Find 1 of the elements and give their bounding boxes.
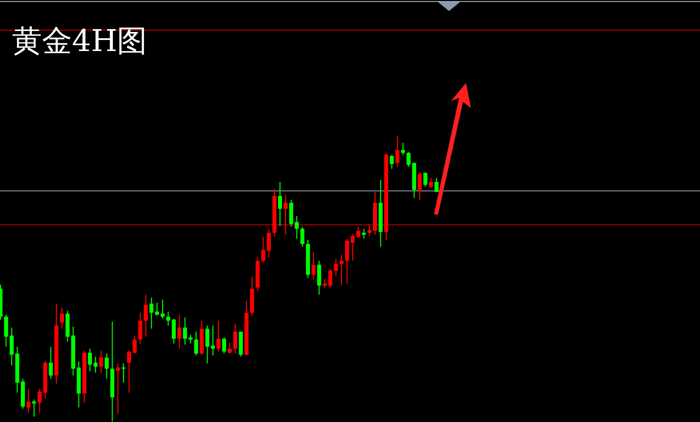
title: 黄金4H图 bbox=[12, 24, 148, 59]
